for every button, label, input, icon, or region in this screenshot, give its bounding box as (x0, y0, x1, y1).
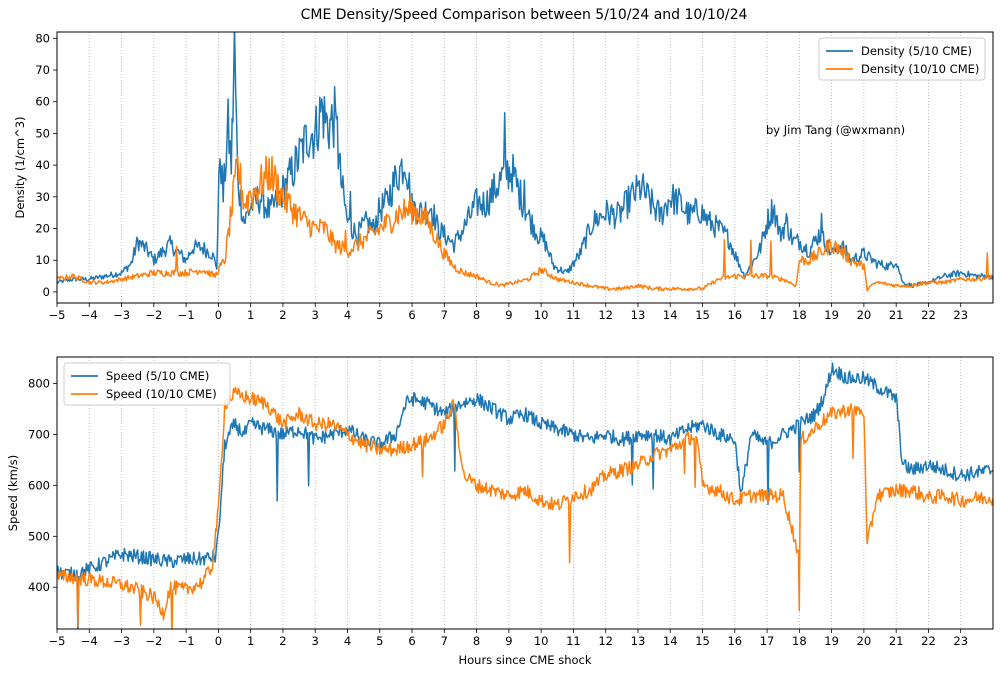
x-tick-label: 7 (441, 308, 448, 322)
x-tick-label: 15 (695, 308, 710, 322)
x-tick-label: 3 (312, 634, 319, 648)
x-tick-label: −3 (113, 634, 130, 648)
x-tick-label: 9 (505, 634, 512, 648)
x-tick-label: 18 (792, 308, 807, 322)
series-line-10-10 (57, 386, 993, 629)
y-tick-label: 400 (28, 580, 50, 594)
x-tick-label: 13 (631, 634, 646, 648)
x-tick-label: 20 (857, 308, 872, 322)
x-tick-label: −4 (81, 308, 98, 322)
x-tick-label: 13 (631, 308, 646, 322)
legend-box (818, 37, 986, 81)
x-tick-label: 4 (344, 308, 351, 322)
x-tick-label: 8 (473, 308, 480, 322)
y-tick-label: 80 (35, 31, 50, 45)
legend: Speed (5/10 CME) Speed (10/10 CME) (63, 362, 231, 406)
x-tick-label: 11 (566, 308, 581, 322)
x-tick-label: 12 (598, 308, 613, 322)
x-tick-label: −2 (145, 308, 162, 322)
y-tick-label: 0 (43, 285, 50, 299)
legend: Density (5/10 CME) Density (10/10 CME) (818, 37, 986, 81)
x-tick-label: 0 (215, 308, 222, 322)
x-tick-label: 3 (312, 308, 319, 322)
x-tick-label: 0 (215, 634, 222, 648)
y-tick-label: 600 (28, 478, 50, 492)
x-tick-label: 23 (953, 634, 968, 648)
x-tick-label: 9 (505, 308, 512, 322)
x-tick-label: −5 (49, 308, 66, 322)
x-tick-label: 16 (727, 634, 742, 648)
y-tick-label: 70 (35, 63, 50, 77)
credit-annotation: by Jim Tang (@wxmann) (766, 123, 905, 137)
legend-label: Density (10/10 CME) (861, 62, 979, 76)
x-tick-label: 14 (663, 308, 678, 322)
x-tick-label: 1 (247, 308, 254, 322)
axes-frame (56, 31, 994, 304)
x-tick-label: 2 (279, 308, 286, 322)
legend-box (63, 362, 231, 406)
x-axis-label: Hours since CME shock (458, 653, 591, 667)
x-tick-label: 23 (953, 308, 968, 322)
x-tick-label: 11 (566, 634, 581, 648)
y-tick-label: 60 (35, 95, 50, 109)
x-tick-label: 17 (760, 308, 775, 322)
figure-title: CME Density/Speed Comparison between 5/1… (301, 7, 748, 23)
x-tick-label: 7 (441, 634, 448, 648)
x-tick-label: 12 (598, 634, 613, 648)
x-tick-label: −4 (81, 634, 98, 648)
y-tick-label: 50 (35, 126, 50, 140)
x-tick-label: 4 (344, 634, 351, 648)
x-tick-label: 20 (857, 634, 872, 648)
y-tick-label: 500 (28, 529, 50, 543)
speed-panel: −5 −4 −3 −2 −1 0 1 2 3 4 5 6 7 8 9 10 11 12 13 14 15 16 17 18 19… (6, 356, 994, 667)
x-tick-label: 10 (534, 308, 549, 322)
x-tick-label: 10 (534, 634, 549, 648)
x-tick-label: 5 (376, 308, 383, 322)
x-tick-label: 18 (792, 634, 807, 648)
y-axis-label: Speed (km/s) (6, 455, 20, 531)
y-tick-label: 700 (28, 427, 50, 441)
x-tick-label: −1 (178, 308, 195, 322)
x-tick-label: 8 (473, 634, 480, 648)
x-tick-label: 21 (889, 634, 904, 648)
density-panel: −5 −4 −3 −2 −1 0 1 2 3 4 5 6 7 8 9 10 11 12 13 14 15 16 17 18 19… (13, 31, 994, 322)
y-axis-label: Density (1/cm^3) (13, 116, 27, 218)
y-tick-label: 40 (35, 158, 50, 172)
x-tick-label: 2 (279, 634, 286, 648)
x-tick-label: 15 (695, 634, 710, 648)
x-tick-label: 22 (921, 308, 936, 322)
legend-label: Speed (5/10 CME) (106, 369, 209, 383)
x-tick-label: 16 (727, 308, 742, 322)
axes-frame (56, 356, 994, 630)
x-tick-label: −1 (178, 634, 195, 648)
x-tick-label: 5 (376, 634, 383, 648)
x-tick-label: 19 (824, 634, 839, 648)
x-tick-label: −5 (49, 634, 66, 648)
series-line-10-10 (57, 155, 993, 292)
x-tick-label: 6 (408, 308, 415, 322)
x-tick-label: 21 (889, 308, 904, 322)
legend-label: Density (5/10 CME) (861, 44, 972, 58)
x-tick-label: 14 (663, 634, 678, 648)
x-tick-label: 19 (824, 308, 839, 322)
x-tick-label: −3 (113, 308, 130, 322)
x-tick-label: 1 (247, 634, 254, 648)
y-tick-label: 10 (35, 253, 50, 267)
y-tick-label: 800 (28, 376, 50, 390)
x-tick-label: 17 (760, 634, 775, 648)
x-tick-label: −2 (145, 634, 162, 648)
x-tick-label: 22 (921, 634, 936, 648)
y-tick-label: 30 (35, 190, 50, 204)
x-tick-label: 6 (408, 634, 415, 648)
y-tick-label: 20 (35, 222, 50, 236)
legend-label: Speed (10/10 CME) (106, 387, 217, 401)
